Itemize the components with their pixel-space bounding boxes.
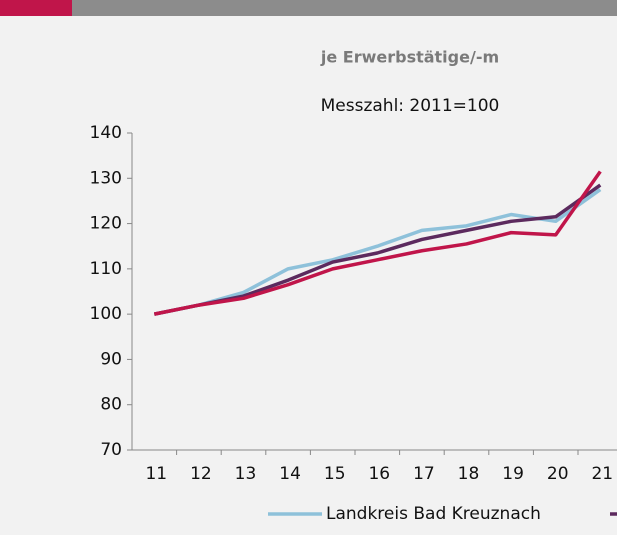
legend-label: Landkreis Bad Kreuznach — [326, 504, 541, 524]
chart-title: je Erwerbstätige/-m — [320, 48, 499, 67]
x-tick-label: 13 — [235, 464, 257, 484]
series-line — [153, 170, 602, 316]
top-bar — [0, 0, 617, 16]
y-tick-label: 100 — [90, 304, 122, 324]
x-tick-label: 15 — [324, 464, 346, 484]
series-line — [153, 188, 602, 316]
y-tick-label: 140 — [90, 123, 122, 143]
x-tick-label: 21 — [591, 464, 613, 484]
series-line — [153, 183, 602, 316]
x-tick-label: 11 — [145, 464, 167, 484]
y-tick-label: 130 — [90, 168, 122, 188]
y-tick-label: 110 — [90, 259, 122, 279]
y-tick-label: 80 — [100, 395, 122, 415]
chart-subtitle: Messzahl: 2011=100 — [321, 96, 500, 116]
y-tick-label: 90 — [100, 349, 122, 369]
x-tick-label: 17 — [413, 464, 435, 484]
x-tick-label: 18 — [458, 464, 480, 484]
x-tick-label: 12 — [190, 464, 212, 484]
top-bar-accent — [0, 0, 72, 16]
x-tick-label: 19 — [502, 464, 524, 484]
y-tick-label: 120 — [90, 214, 122, 234]
y-tick-label: 70 — [100, 440, 122, 460]
x-tick-label: 14 — [279, 464, 301, 484]
x-tick-label: 20 — [547, 464, 569, 484]
x-tick-label: 16 — [368, 464, 390, 484]
